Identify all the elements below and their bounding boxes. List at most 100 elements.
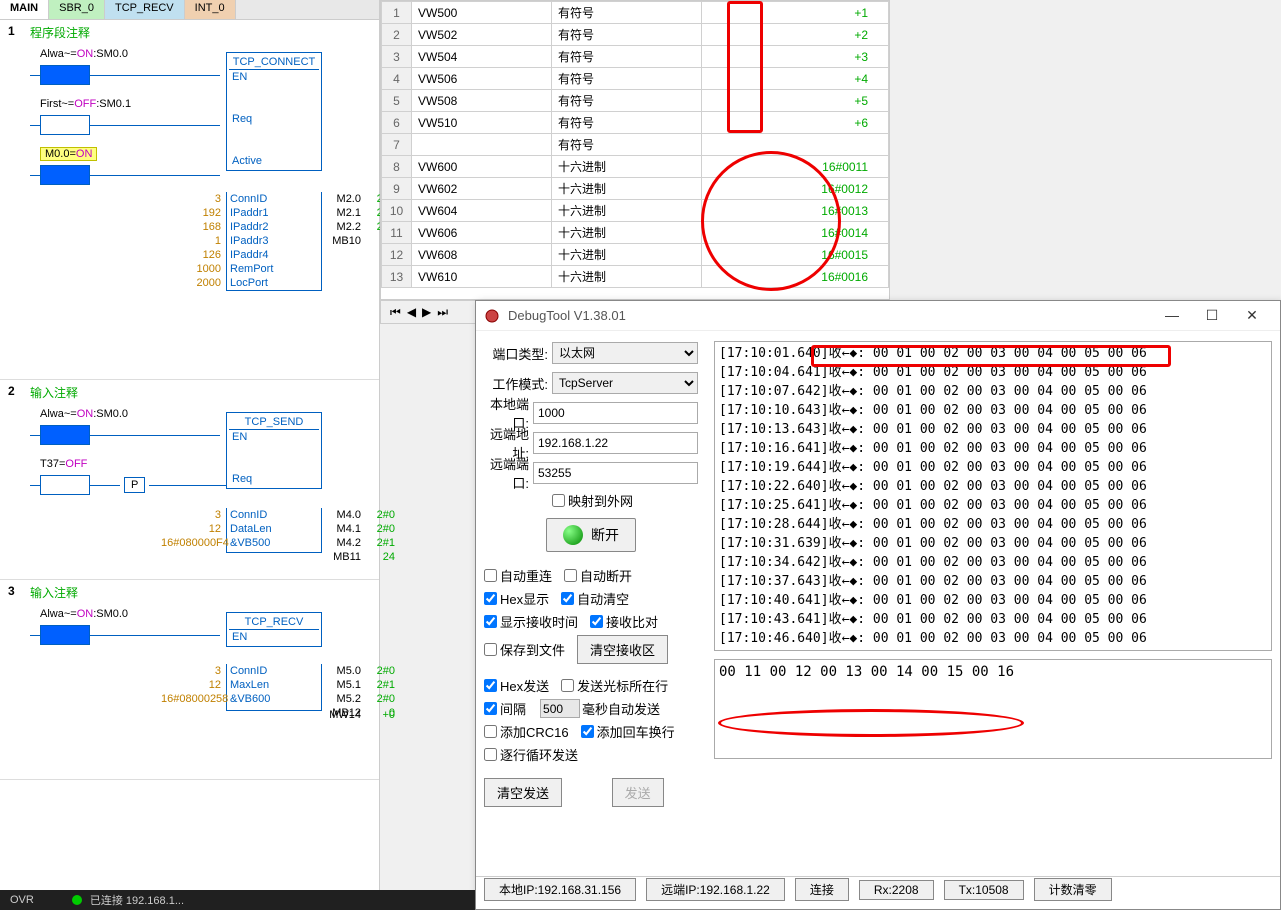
table-row[interactable]: 4 VW506 有符号 +4 bbox=[382, 68, 889, 90]
row-fmt[interactable]: 有符号 bbox=[552, 112, 702, 134]
auto-clear-check[interactable]: 自动清空 bbox=[561, 589, 629, 608]
table-row[interactable]: 12 VW608 十六进制 16#0015 bbox=[382, 244, 889, 266]
contact-label: Alwa~=ON:SM0.0 bbox=[40, 48, 128, 60]
row-fmt[interactable]: 十六进制 bbox=[552, 266, 702, 288]
table-row[interactable]: 2 VW502 有符号 +2 bbox=[382, 24, 889, 46]
func-block-tcp_recv[interactable]: TCP_RECV EN bbox=[226, 612, 322, 647]
send-text-area[interactable]: 00 11 00 12 00 13 00 14 00 15 00 16 bbox=[714, 659, 1272, 759]
nav-first-icon[interactable]: ⏮ bbox=[390, 305, 401, 320]
func-block-tcp_connect[interactable]: TCP_CONNECT ENReqActive bbox=[226, 52, 322, 171]
table-row[interactable]: 8 VW600 十六进制 16#0011 bbox=[382, 156, 889, 178]
row-addr[interactable]: VW606 bbox=[412, 222, 552, 244]
close-button[interactable]: ✕ bbox=[1232, 307, 1272, 324]
ladder-panel: MAIN SBR_0 TCP_RECV INT_0 1 程序段注释 Alwa~=… bbox=[0, 0, 380, 910]
send-cursor-check[interactable]: 发送光标所在行 bbox=[561, 676, 668, 695]
contact[interactable] bbox=[40, 475, 90, 495]
table-row[interactable]: 1 VW500 有符号 +1 bbox=[382, 2, 889, 24]
clear-recv-button[interactable]: 清空接收区 bbox=[577, 635, 668, 664]
row-addr[interactable]: VW500 bbox=[412, 2, 552, 24]
param-name: IPaddr1 bbox=[230, 207, 269, 219]
clear-send-button[interactable]: 清空发送 bbox=[484, 778, 562, 807]
row-addr[interactable] bbox=[412, 134, 552, 156]
row-num: 6 bbox=[382, 112, 412, 134]
table-row[interactable]: 6 VW510 有符号 +6 bbox=[382, 112, 889, 134]
recv-compare-check[interactable]: 接收比对 bbox=[590, 612, 658, 631]
save-file-check[interactable]: 保存到文件 bbox=[484, 635, 565, 664]
row-fmt[interactable]: 十六进制 bbox=[552, 244, 702, 266]
contact[interactable] bbox=[40, 65, 90, 85]
row-fmt[interactable]: 十六进制 bbox=[552, 200, 702, 222]
auto-disconnect-check[interactable]: 自动断开 bbox=[564, 566, 632, 585]
disconnect-button[interactable]: 断开 bbox=[546, 518, 636, 552]
row-addr[interactable]: VW602 bbox=[412, 178, 552, 200]
remote-ip-status[interactable]: 远端IP:192.168.1.22 bbox=[646, 878, 785, 901]
count-clear-button[interactable]: 计数清零 bbox=[1034, 878, 1112, 901]
row-addr[interactable]: VW610 bbox=[412, 266, 552, 288]
row-addr[interactable]: VW600 bbox=[412, 156, 552, 178]
table-row[interactable]: 10 VW604 十六进制 16#0013 bbox=[382, 200, 889, 222]
table-row[interactable]: 13 VW610 十六进制 16#0016 bbox=[382, 266, 889, 288]
row-addr[interactable]: VW510 bbox=[412, 112, 552, 134]
debugtool-titlebar[interactable]: DebugTool V1.38.01 — ☐ ✕ bbox=[476, 301, 1280, 331]
remote-addr-input[interactable] bbox=[533, 432, 698, 454]
table-row[interactable]: 11 VW606 十六进制 16#0014 bbox=[382, 222, 889, 244]
table-row[interactable]: 3 VW504 有符号 +3 bbox=[382, 46, 889, 68]
port-type-select[interactable]: 以太网 bbox=[552, 342, 698, 364]
maximize-button[interactable]: ☐ bbox=[1192, 307, 1232, 324]
contact[interactable] bbox=[40, 165, 90, 185]
work-mode-select[interactable]: TcpServer bbox=[552, 372, 698, 394]
row-fmt[interactable]: 十六进制 bbox=[552, 178, 702, 200]
hex-display-check[interactable]: Hex显示 bbox=[484, 589, 549, 608]
row-addr[interactable]: VW604 bbox=[412, 200, 552, 222]
add-newline-check[interactable]: 添加回车换行 bbox=[581, 722, 675, 741]
row-addr[interactable]: VW506 bbox=[412, 68, 552, 90]
tab-sbr0[interactable]: SBR_0 bbox=[49, 0, 105, 19]
row-addr[interactable]: VW504 bbox=[412, 46, 552, 68]
row-fmt[interactable]: 有符号 bbox=[552, 24, 702, 46]
loop-send-check[interactable]: 逐行循环发送 bbox=[484, 745, 578, 764]
tx-count[interactable]: Tx:10508 bbox=[944, 880, 1024, 900]
recv-log-area[interactable]: [17:10:01.640]收←◆: 00 01 00 02 00 03 00 … bbox=[714, 341, 1272, 651]
network-comment: 程序段注释 bbox=[30, 24, 379, 42]
row-fmt[interactable]: 十六进制 bbox=[552, 222, 702, 244]
rx-count[interactable]: Rx:2208 bbox=[859, 880, 934, 900]
table-row[interactable]: 5 VW508 有符号 +5 bbox=[382, 90, 889, 112]
tab-tcp-recv[interactable]: TCP_RECV bbox=[105, 0, 185, 19]
tab-main[interactable]: MAIN bbox=[0, 0, 49, 19]
contact[interactable] bbox=[40, 425, 90, 445]
row-addr[interactable]: VW502 bbox=[412, 24, 552, 46]
row-fmt[interactable]: 有符号 bbox=[552, 2, 702, 24]
table-row[interactable]: 9 VW602 十六进制 16#0012 bbox=[382, 178, 889, 200]
row-addr[interactable]: VW508 bbox=[412, 90, 552, 112]
send-button[interactable]: 发送 bbox=[612, 778, 664, 807]
nav-last-icon[interactable]: ⏭ bbox=[437, 305, 448, 320]
row-fmt[interactable]: 有符号 bbox=[552, 68, 702, 90]
interval-check[interactable]: 间隔 bbox=[484, 699, 526, 718]
row-addr[interactable]: VW608 bbox=[412, 244, 552, 266]
nav-next-icon[interactable]: ▶ bbox=[422, 305, 431, 319]
add-crc-check[interactable]: 添加CRC16 bbox=[484, 722, 569, 741]
row-fmt[interactable]: 有符号 bbox=[552, 134, 702, 156]
show-recv-time-check[interactable]: 显示接收时间 bbox=[484, 612, 578, 631]
local-ip-status[interactable]: 本地IP:192.168.31.156 bbox=[484, 878, 636, 901]
row-fmt[interactable]: 有符号 bbox=[552, 46, 702, 68]
contact[interactable] bbox=[40, 115, 90, 135]
param-value: 12 bbox=[161, 523, 221, 535]
row-fmt[interactable]: 有符号 bbox=[552, 90, 702, 112]
table-row[interactable]: 7 有符号 bbox=[382, 134, 889, 156]
row-fmt[interactable]: 十六进制 bbox=[552, 156, 702, 178]
nav-prev-icon[interactable]: ◀ bbox=[407, 305, 416, 319]
interval-input[interactable] bbox=[540, 699, 580, 718]
row-num: 3 bbox=[382, 46, 412, 68]
param-addr: MB10 bbox=[332, 235, 361, 247]
contact[interactable] bbox=[40, 625, 90, 645]
local-port-input[interactable] bbox=[533, 402, 698, 424]
map-external-check[interactable]: 映射到外网 bbox=[552, 491, 633, 510]
remote-port-input[interactable] bbox=[533, 462, 698, 484]
connect-status-button[interactable]: 连接 bbox=[795, 878, 849, 901]
minimize-button[interactable]: — bbox=[1152, 307, 1192, 324]
hex-send-check[interactable]: Hex发送 bbox=[484, 676, 549, 695]
func-block-tcp_send[interactable]: TCP_SEND ENReq bbox=[226, 412, 322, 489]
tab-int0[interactable]: INT_0 bbox=[185, 0, 236, 19]
auto-reconnect-check[interactable]: 自动重连 bbox=[484, 566, 552, 585]
